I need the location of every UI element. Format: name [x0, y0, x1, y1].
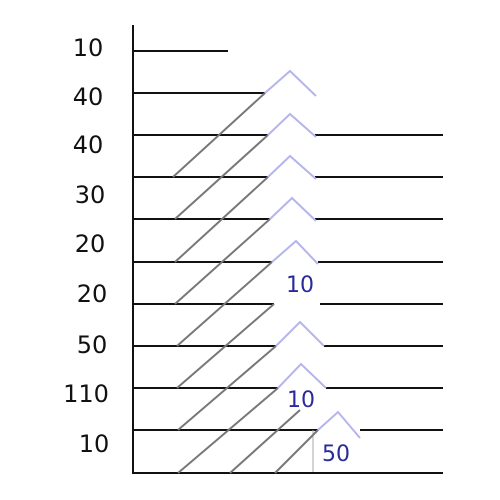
inner-labels: 10 10 50 [286, 273, 350, 467]
row-label: 50 [77, 331, 108, 359]
inner-label: 10 [286, 273, 314, 298]
diagonals [172, 92, 319, 474]
row-label: 20 [75, 230, 106, 258]
inner-label: 50 [322, 442, 350, 467]
inner-label: 10 [287, 388, 315, 413]
row-label: 110 [63, 380, 109, 408]
frame [132, 25, 443, 474]
row-label: 40 [73, 131, 104, 159]
row-label: 20 [77, 280, 108, 308]
row-label: 10 [73, 34, 104, 62]
row-label: 10 [79, 430, 110, 458]
left-labels: 10 40 40 30 20 20 50 110 10 [63, 34, 109, 458]
row-label: 30 [75, 181, 106, 209]
row-label: 40 [73, 83, 104, 111]
chevrons [264, 69, 361, 439]
